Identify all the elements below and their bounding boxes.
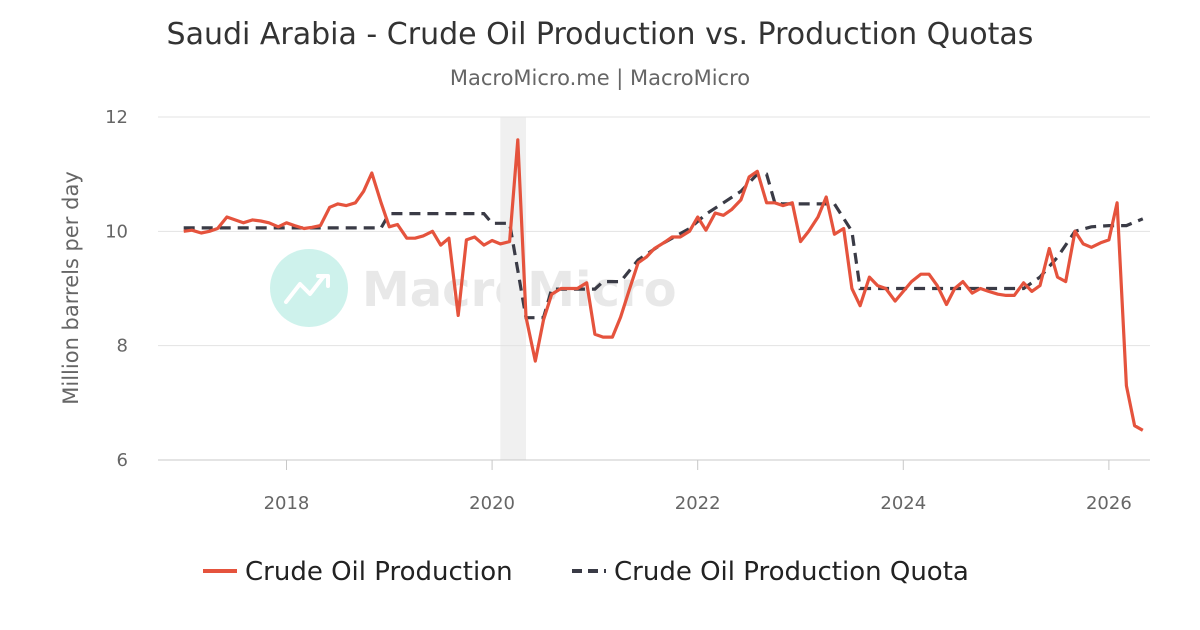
x-tick-label: 2022 [675,493,721,514]
x-tick-label: 2024 [880,493,926,514]
x-tick-label: 2020 [469,493,515,514]
chart-title: Saudi Arabia - Crude Oil Production vs. … [167,17,1034,52]
y-axis: 6 8 10 12 [105,107,128,471]
y-tick-label: 6 [117,450,128,471]
x-tick-label: 2018 [264,493,310,514]
watermark-logo-icon [270,249,348,327]
legend-item-quota[interactable]: Crude Oil Production Quota [572,557,969,587]
watermark: MacroMicro [270,249,677,327]
y-tick-label: 12 [105,107,128,128]
y-tick-label: 10 [105,221,128,242]
legend-label-crude-oil-production: Crude Oil Production [245,557,513,587]
series-line-crude-oil-production-quota [183,172,1144,320]
y-axis-title: Million barrels per day [59,171,83,404]
legend-label-crude-oil-production-quota: Crude Oil Production Quota [614,557,969,587]
x-axis: 2018 2020 2022 2024 2026 [264,460,1132,514]
plot-area: 2018 2020 2022 2024 2026 6 8 10 12 [105,107,1150,514]
watermark-trend-icon [284,274,330,304]
legend-item-production[interactable]: Crude Oil Production [203,557,513,587]
x-tick-label: 2026 [1086,493,1132,514]
series-line-crude-oil-production [183,138,1144,432]
legend: Crude Oil Production Crude Oil Productio… [203,557,969,587]
chart-subtitle: MacroMicro.me | MacroMicro [450,66,750,91]
grid [158,116,1150,347]
y-tick-label: 8 [117,336,128,357]
